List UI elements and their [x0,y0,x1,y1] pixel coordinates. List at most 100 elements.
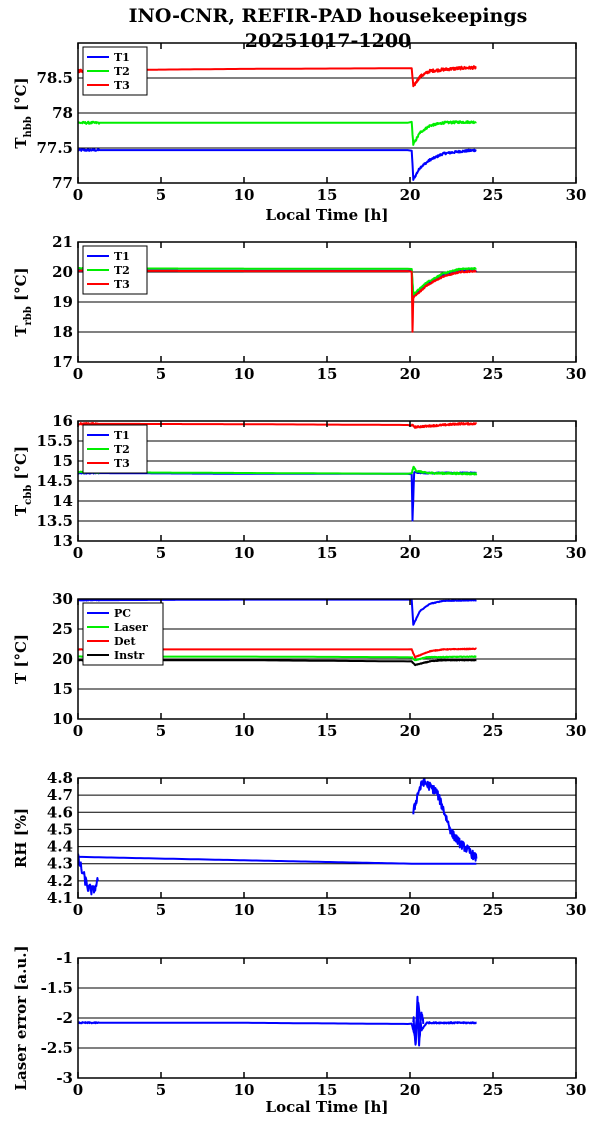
y-tick-label: 4.2 [47,872,73,890]
x-tick-label: 0 [73,544,83,562]
y-tick-label: 14.5 [36,472,73,490]
x-tick-label: 10 [234,544,255,562]
x-tick-label: 20 [400,365,421,383]
x-tick-label: 15 [317,544,338,562]
x-tick-label: 25 [483,365,504,383]
x-axis-label: Local Time [h] [266,1098,389,1116]
y-axis-label: Tcbb [°C] [12,446,34,516]
x-tick-label: 30 [566,544,587,562]
y-axis-label-unit: [°C] [12,267,30,306]
series-line-2 [78,853,99,896]
series-line-3 [412,778,478,862]
chart-panel-3: 0 5 10 15 20 25 30 13 13.5 14 14.5 15 15.5 16 Tcbb [°C… [12,412,586,562]
figure-title-line2: 20251017-1200 [245,30,412,52]
series-line-t3 [78,422,478,429]
x-tick-label: 30 [566,365,587,383]
y-tick-label: 77.5 [36,139,73,157]
legend-label-t2: T2 [114,264,130,277]
x-tick-label: 10 [234,901,255,919]
x-tick-label: 20 [400,1081,421,1099]
y-tick-label: 77 [52,174,73,192]
y-tick-label: 4.1 [47,889,73,907]
x-tick-label: 25 [483,722,504,740]
x-tick-label: 5 [156,186,166,204]
y-tick-label: 13 [52,532,73,550]
y-tick-label: 4.8 [47,769,73,787]
legend-label-t3: T3 [114,79,130,92]
x-tick-label: 15 [317,1081,338,1099]
series-group [78,778,478,896]
series-line-t1 [78,148,477,181]
legend-label-t2: T2 [114,443,130,456]
y-tick-label: -1.5 [41,979,73,997]
legend-label-pc: PC [114,607,131,620]
x-tick-label: 20 [400,186,421,204]
x-tick-label: 30 [566,1081,587,1099]
y-axis-label-main: RH [%] [12,808,30,868]
y-tick-label: 78.5 [36,69,73,87]
y-tick-label: -2.5 [41,1039,73,1057]
y-axis-label-subscript: cbb [23,485,34,505]
x-tick-label: 5 [156,365,166,383]
chart-panel-6: 0 5 10 15 20 25 30 -3 -2.5 -2 -1.5 -1 Local Time [h]… [12,945,586,1116]
y-tick-label: -1 [56,949,73,967]
y-tick-label: 15 [52,680,73,698]
y-axis-label-unit: [°C] [12,77,30,116]
y-tick-label: 78 [52,104,73,122]
y-axis-label-subscript: rbb [23,306,34,325]
x-tick-label: 0 [73,186,83,204]
x-tick-label: 25 [483,901,504,919]
x-tick-label: 15 [317,186,338,204]
x-tick-label: 15 [317,365,338,383]
legend-label-t1: T1 [114,250,130,263]
x-tick-label: 25 [483,544,504,562]
x-tick-label: 10 [234,722,255,740]
y-axis-label: Laser error [a.u.] [12,945,30,1090]
y-tick-label: 4.5 [47,820,73,838]
chart-panel-4: 0 5 10 15 20 25 30 10 15 20 25 30 T [°C] PCLaserDetIn… [12,590,586,740]
legend-label-det: Det [114,635,137,648]
y-tick-label: 10 [52,710,73,728]
series-line-t2 [78,120,477,146]
x-tick-label: 5 [156,1081,166,1099]
y-tick-label: 4.7 [47,786,73,804]
x-tick-label: 30 [566,722,587,740]
y-axis-label-main: T [°C] [12,634,30,684]
y-axis-label: Trbb [°C] [12,267,34,336]
legend-label-t2: T2 [114,65,130,78]
y-tick-label: 17 [52,353,73,371]
series-line-1 [78,1001,477,1037]
y-tick-label: 30 [52,590,73,608]
series-line-2 [412,995,425,1047]
chart-panel-1: 0 5 10 15 20 25 30 77 77.5 78 78.5 Local Time [h] Th… [12,42,586,224]
legend-label-t1: T1 [114,51,130,64]
y-tick-label: 4.4 [47,838,73,856]
y-tick-label: 15.5 [36,432,73,450]
y-tick-label: 21 [52,233,73,251]
y-tick-label: 14 [52,492,73,510]
x-tick-label: 0 [73,722,83,740]
x-tick-label: 0 [73,365,83,383]
legend-label-laser: Laser [114,621,148,634]
x-tick-label: 10 [234,186,255,204]
y-tick-label: 16 [52,412,73,430]
chart-panel-5: 0 5 10 15 20 25 30 4.14.24.34.44.54.64.74.8 RH [… [12,769,586,919]
x-tick-label: 25 [483,1081,504,1099]
figure-title-line1: INO-CNR, REFIR-PAD housekeepings [129,5,528,27]
y-tick-label: 19 [52,293,73,311]
series-line-1 [78,855,477,865]
x-tick-label: 25 [483,186,504,204]
y-axis-label-main: T [12,504,30,516]
y-tick-label: 25 [52,620,73,638]
y-tick-label: 20 [52,650,73,668]
x-tick-label: 10 [234,1081,255,1099]
y-tick-label: 4.6 [47,803,73,821]
x-tick-label: 5 [156,722,166,740]
x-tick-label: 20 [400,544,421,562]
y-tick-label: 18 [52,323,73,341]
